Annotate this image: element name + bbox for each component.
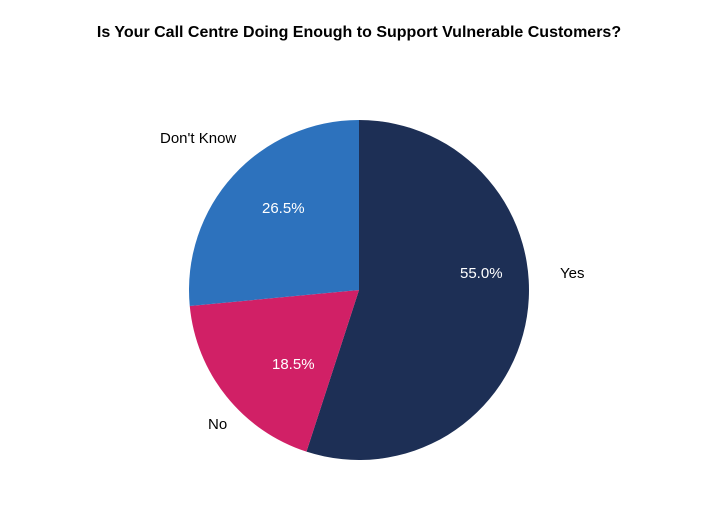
pct-label-1: 18.5% — [272, 356, 315, 373]
pct-label-2: 26.5% — [262, 200, 305, 217]
pie-chart — [0, 0, 718, 510]
chart-container: Is Your Call Centre Doing Enough to Supp… — [0, 0, 718, 510]
pct-label-0: 55.0% — [460, 265, 503, 282]
slice-label-2: Don't Know — [160, 130, 236, 147]
slice-label-0: Yes — [560, 265, 584, 282]
slice-label-1: No — [208, 416, 227, 433]
